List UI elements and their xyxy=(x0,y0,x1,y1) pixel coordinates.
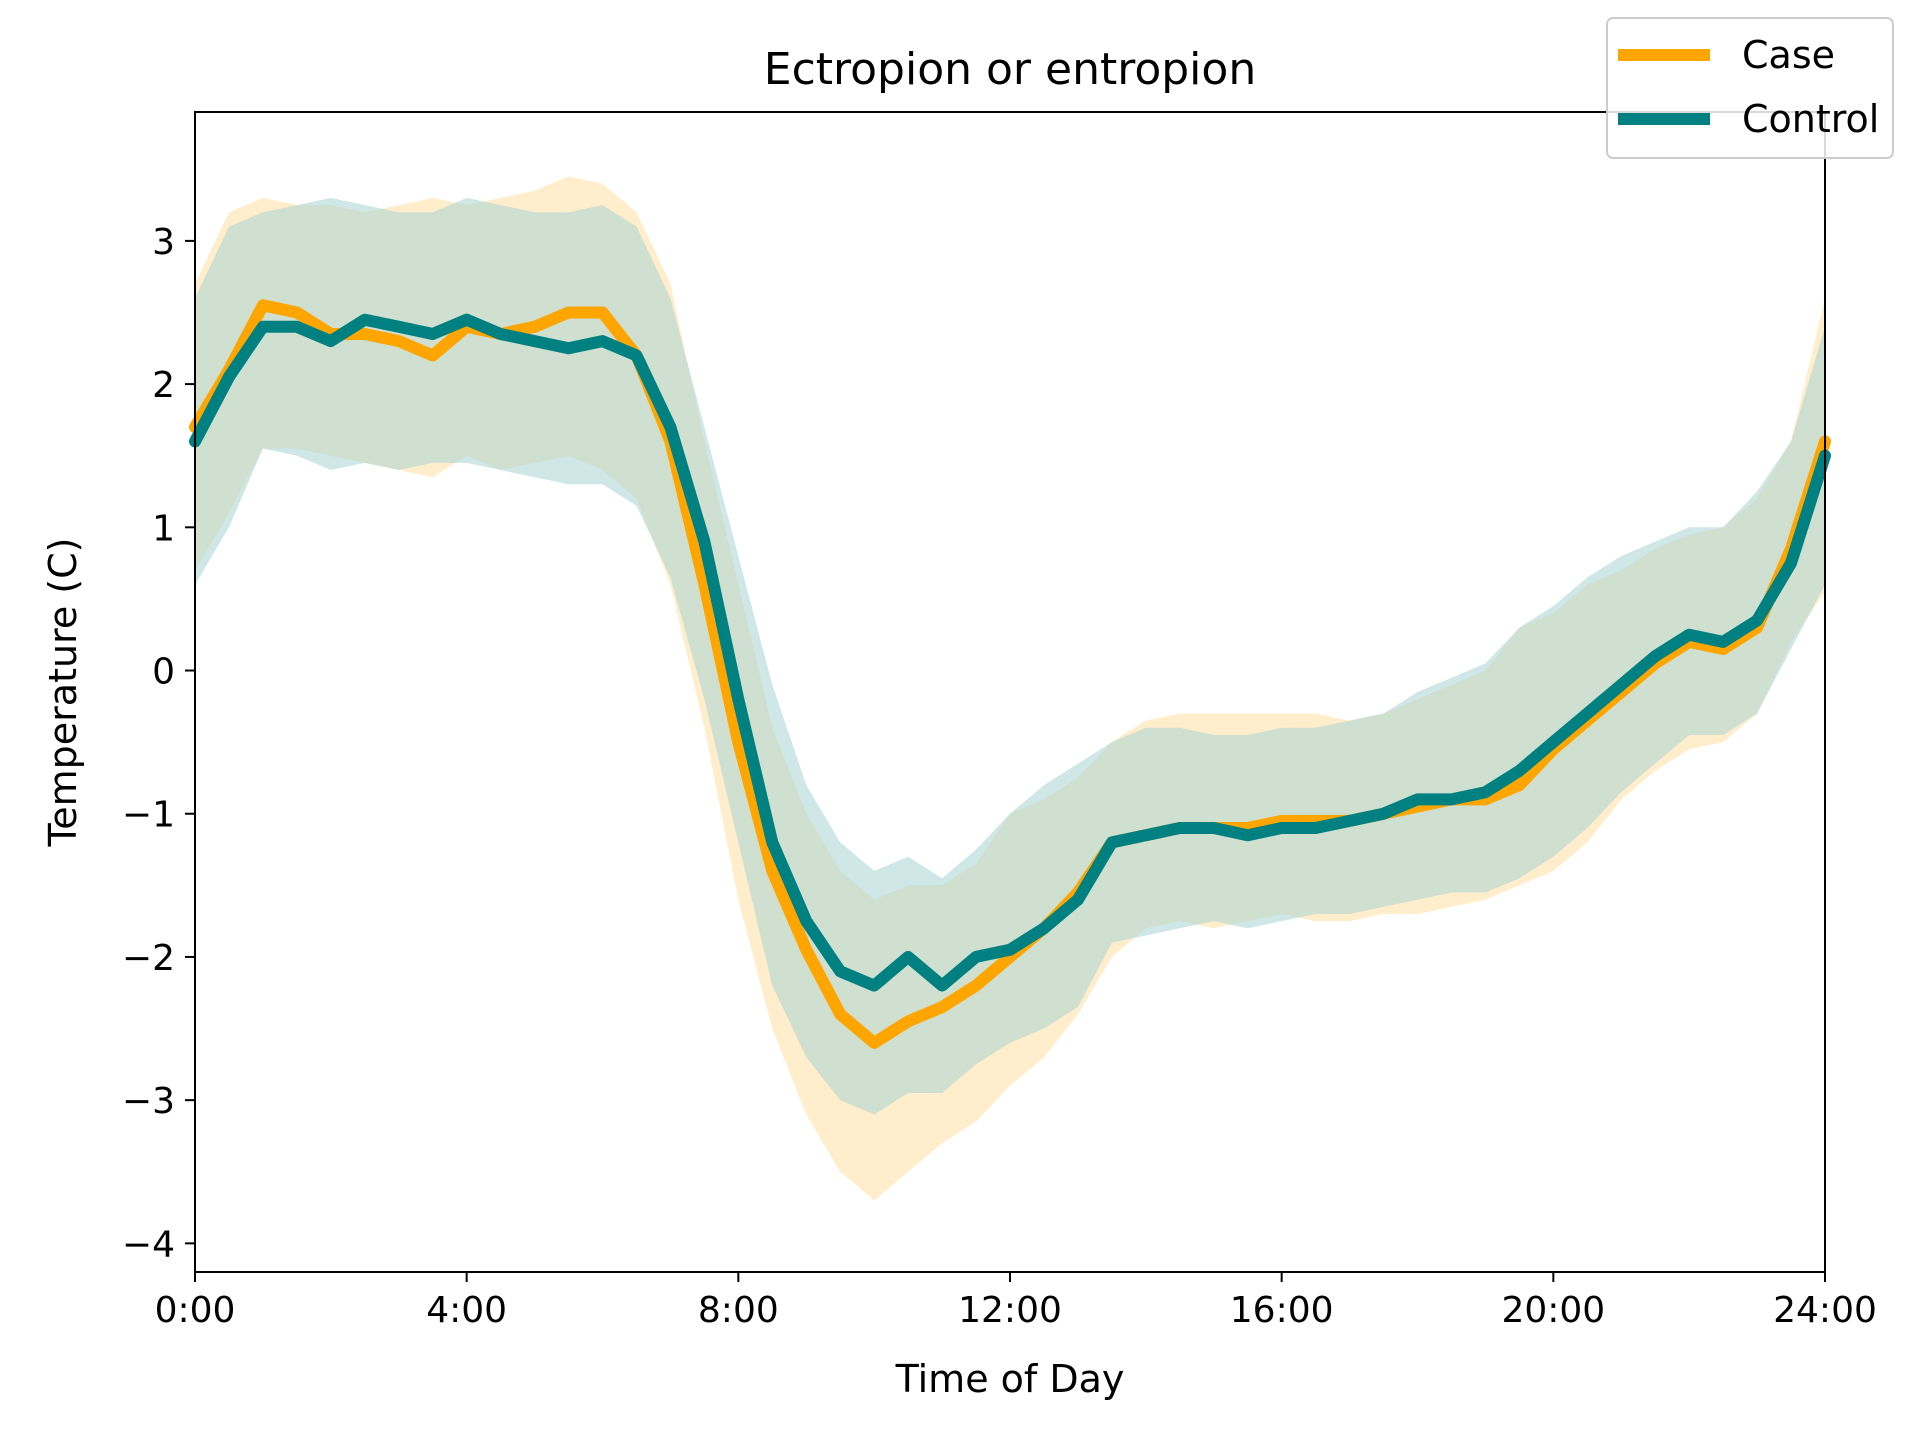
y-tick-label: 1 xyxy=(152,508,175,549)
y-tick-label: −1 xyxy=(122,795,175,836)
y-tick-label: −2 xyxy=(122,938,175,979)
x-tick-label: 0:00 xyxy=(155,1290,236,1331)
line-control xyxy=(189,313,1831,992)
x-axis-label: Time of Day xyxy=(895,1357,1125,1401)
y-tick-label: −3 xyxy=(122,1081,175,1122)
series-lines xyxy=(189,299,1831,1049)
chart-title: Ectropion or entropion xyxy=(764,44,1256,95)
x-tick-label: 16:00 xyxy=(1230,1290,1334,1331)
y-tick-label: 0 xyxy=(152,652,175,693)
legend: Case Control xyxy=(1606,17,1894,159)
x-axis-ticks: 0:00 4:00 8:00 12:00 16:00 20:00 24:00 xyxy=(155,1272,1877,1331)
y-axis-label: Temperature (C) xyxy=(41,538,85,848)
x-tick-label: 4:00 xyxy=(426,1290,507,1331)
legend-label-control: Control xyxy=(1742,97,1879,141)
band-control xyxy=(195,197,1825,1115)
y-tick-label: −4 xyxy=(122,1224,175,1265)
x-tick-label: 8:00 xyxy=(698,1290,779,1331)
y-tick-label: 3 xyxy=(152,222,175,263)
y-axis-ticks: 3 2 1 0 −1 −2 −3 −4 xyxy=(122,222,195,1265)
confidence-bands xyxy=(195,176,1825,1201)
legend-label-case: Case xyxy=(1742,33,1835,77)
x-tick-label: 24:00 xyxy=(1773,1290,1877,1331)
y-tick-label: 2 xyxy=(152,365,175,406)
x-tick-label: 12:00 xyxy=(958,1290,1062,1331)
x-tick-label: 20:00 xyxy=(1501,1290,1605,1331)
